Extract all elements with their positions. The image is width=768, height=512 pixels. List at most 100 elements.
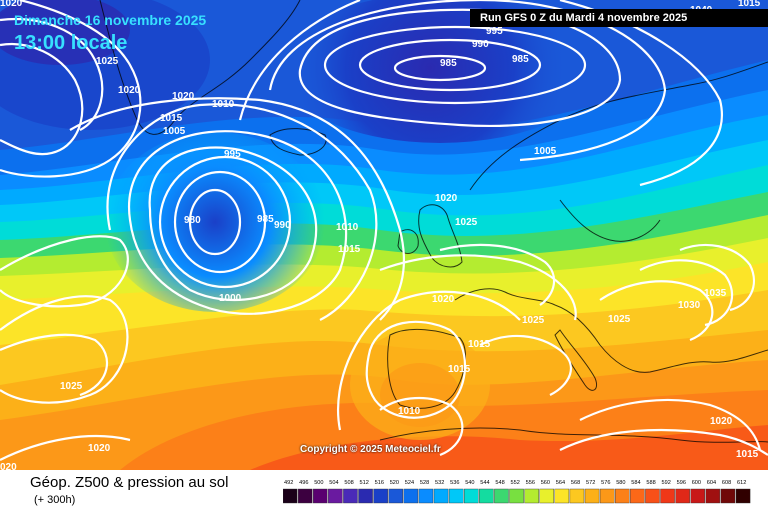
scale-swatch xyxy=(313,488,328,504)
pressure-label: 020 xyxy=(0,462,17,470)
pressure-label: 985 xyxy=(512,54,529,65)
pressure-label: 1020 xyxy=(88,443,111,454)
pressure-label: 1025 xyxy=(60,381,83,392)
scale-tick-label: 568 xyxy=(571,480,580,486)
pressure-label: 1020 xyxy=(435,193,458,204)
pressure-label: 1015 xyxy=(160,113,183,124)
scale-swatch xyxy=(358,488,373,504)
pressure-label: 1025 xyxy=(522,315,545,326)
scale-swatch xyxy=(448,488,464,504)
greenland-cold-core xyxy=(0,0,130,65)
isobar-985-north xyxy=(393,54,487,82)
scale-tick-label: 528 xyxy=(420,480,429,486)
pressure-label: 1015 xyxy=(338,244,361,255)
scale-tick-label: 556 xyxy=(526,480,535,486)
pressure-label: 1015 xyxy=(738,0,761,9)
scale-swatch xyxy=(524,488,539,504)
pressure-label: 985 xyxy=(257,214,274,225)
isobar-1015-med xyxy=(479,334,572,396)
scale-swatch xyxy=(509,488,524,504)
isobar-995 xyxy=(148,146,318,302)
pressure-label: 1000 xyxy=(219,293,242,304)
scale-tick-label: 492 xyxy=(284,480,293,486)
scale-tick-label: 552 xyxy=(511,480,520,486)
model-run-banner: Run GFS 0 Z du Mardi 4 novembre 2025 xyxy=(470,9,768,27)
scale-tick-label: 608 xyxy=(722,480,731,486)
isobar-1015-west xyxy=(0,235,129,308)
pressure-label: 1020 xyxy=(172,91,195,102)
scale-tick-label: 500 xyxy=(314,480,323,486)
isobar-1015-se xyxy=(559,428,768,456)
scale-tick-label: 572 xyxy=(586,480,595,486)
scale-tick-label: 544 xyxy=(480,480,489,486)
greenland-coast xyxy=(99,0,301,135)
pressure-labels: 1025 1020 1020 1010 1015 1005 995 990 98… xyxy=(0,0,761,470)
pressure-label: 1010 xyxy=(212,99,235,110)
isobar-1035-east xyxy=(679,243,755,312)
scandinavia-coast xyxy=(469,61,768,191)
pressure-label: 1020 xyxy=(710,416,733,427)
isobar-1025-east xyxy=(599,280,714,342)
scale-tick-label: 580 xyxy=(616,480,625,486)
scale-swatch xyxy=(584,488,600,504)
scale-swatch xyxy=(463,488,479,504)
scale-swatch xyxy=(735,488,751,504)
scale-swatch xyxy=(494,488,509,504)
scale-swatch xyxy=(645,488,660,504)
norway-low xyxy=(280,0,600,143)
pressure-label: 1015 xyxy=(448,364,471,375)
isobar-1005-west xyxy=(106,103,378,321)
scale-tick-label: 596 xyxy=(677,480,686,486)
scale-tick-label: 612 xyxy=(737,480,746,486)
lead-time: (+ 300h) xyxy=(34,494,76,506)
isobar-south-1020 xyxy=(0,434,131,461)
scale-swatch xyxy=(554,488,570,504)
scale-tick-label: 540 xyxy=(465,480,474,486)
scale-swatch xyxy=(388,488,403,504)
pressure-label: 990 xyxy=(274,220,291,231)
isobar-greenland-3 xyxy=(0,0,142,178)
isobar-1020-se xyxy=(579,398,762,451)
scale-swatch xyxy=(705,488,721,504)
iberia-coast xyxy=(387,329,466,409)
copyright-notice: Copyright © 2025 Meteociel.fr xyxy=(300,444,441,455)
pressure-label: 1025 xyxy=(96,56,119,67)
pressure-label: 995 xyxy=(224,149,241,160)
scale-tick-label: 548 xyxy=(495,480,504,486)
map-canvas: 1025 1020 1020 1010 1015 1005 995 990 98… xyxy=(0,0,768,470)
map-footer: Géop. Z500 & pression au sol (+ 300h) 49… xyxy=(0,470,768,512)
isobar-1010-west xyxy=(69,97,406,321)
scale-swatch xyxy=(720,488,736,504)
scale-swatch xyxy=(675,488,690,504)
scale-swatch xyxy=(539,488,555,504)
isobar-1025-west xyxy=(0,333,109,397)
pressure-label: 1015 xyxy=(736,449,759,460)
iceland-coast xyxy=(269,128,327,156)
isobar-greenland-2 xyxy=(0,42,84,156)
band-fc6818 xyxy=(250,425,768,470)
scale-swatch xyxy=(343,488,358,504)
scale-swatch xyxy=(297,488,313,504)
scale-swatch xyxy=(690,488,706,504)
scale-tick-label: 584 xyxy=(631,480,640,486)
z500-pressure-map: 1025 1020 1020 1010 1015 1005 995 990 98… xyxy=(0,0,768,470)
isobar-990 xyxy=(158,155,292,289)
isobar-995-north xyxy=(323,25,587,105)
isobar-1020-europe xyxy=(379,254,577,321)
pressure-label: 980 xyxy=(184,215,201,226)
forecast-date: Dimanche 16 novembre 2025 xyxy=(14,12,207,28)
baltic-coast xyxy=(559,199,661,242)
pressure-label: 1020 xyxy=(432,294,455,305)
europe-coast xyxy=(454,288,768,373)
isobar-985 xyxy=(173,170,267,274)
britain-coast xyxy=(418,204,463,268)
scale-swatch xyxy=(418,488,434,504)
scale-swatch xyxy=(433,488,449,504)
isobar-1030-east xyxy=(639,259,734,327)
pressure-label: 1025 xyxy=(608,314,631,325)
pressure-label: 995 xyxy=(486,26,503,37)
scale-tick-label: 524 xyxy=(405,480,414,486)
scale-tick-label: 592 xyxy=(662,480,671,486)
pressure-label: 1020 xyxy=(0,0,23,9)
